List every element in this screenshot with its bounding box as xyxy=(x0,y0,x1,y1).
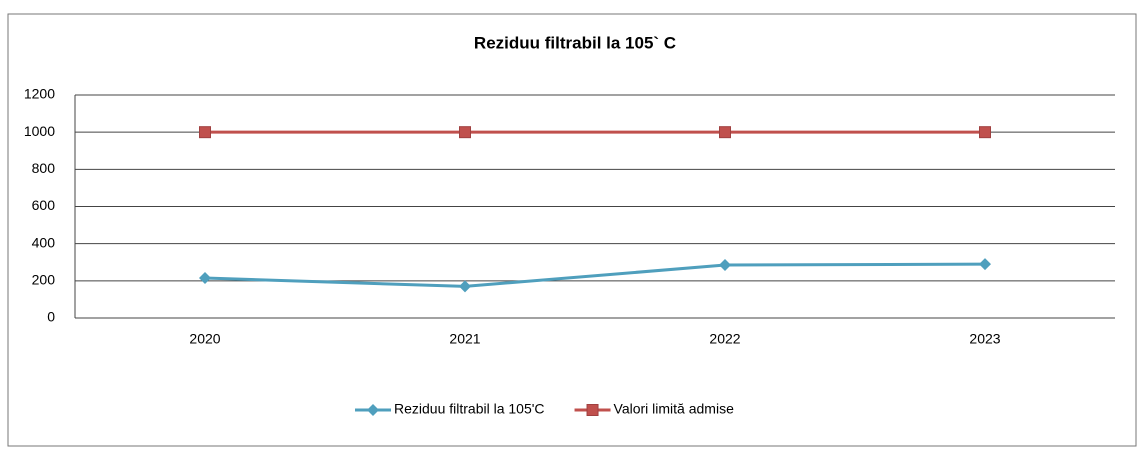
data-point xyxy=(459,126,471,139)
y-tick-label: 1000 xyxy=(24,123,55,139)
series-line xyxy=(204,262,986,288)
y-tick-label: 600 xyxy=(32,197,56,213)
x-tick-label: 2020 xyxy=(189,331,220,347)
x-tick-label: 2021 xyxy=(449,331,480,347)
data-point xyxy=(459,280,471,293)
data-point xyxy=(979,258,991,271)
chart-frame xyxy=(7,13,1137,447)
x-tick-label: 2022 xyxy=(709,331,740,347)
data-point xyxy=(979,126,991,139)
data-point xyxy=(199,272,211,285)
legend-marker xyxy=(586,404,599,416)
data-point xyxy=(719,259,731,272)
y-tick-label: 800 xyxy=(32,160,56,176)
x-tick-label: 2023 xyxy=(969,331,1000,347)
legend-marker xyxy=(367,404,379,416)
y-tick-label: 200 xyxy=(32,272,56,288)
y-tick-label: 0 xyxy=(47,309,55,325)
y-tick-label: 400 xyxy=(32,234,56,250)
y-tick-label: 1200 xyxy=(24,86,55,102)
chart-title: Reziduu filtrabil la 105` C xyxy=(474,33,676,52)
legend-label: Valori limită admise xyxy=(614,401,735,417)
data-point xyxy=(719,126,731,139)
data-point xyxy=(199,126,211,139)
legend-label: Reziduu filtrabil la 105'C xyxy=(394,401,545,417)
